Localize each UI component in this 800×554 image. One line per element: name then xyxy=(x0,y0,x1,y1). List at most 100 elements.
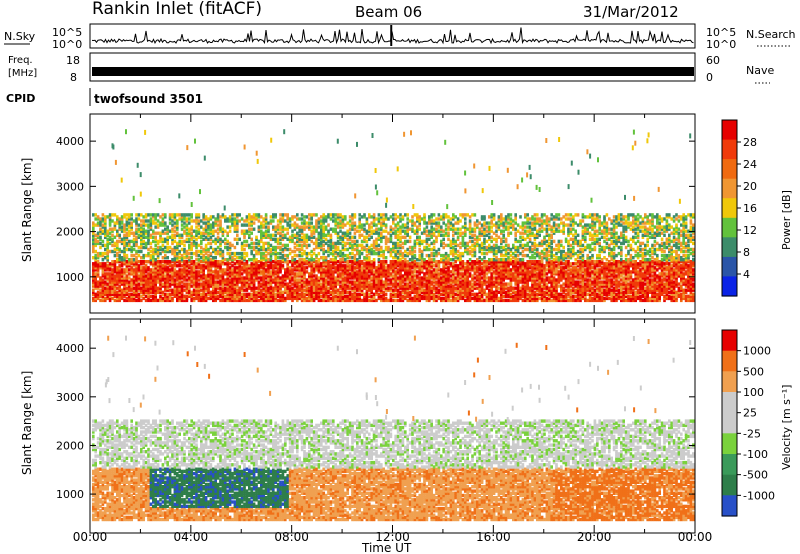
power-cell-3203 xyxy=(348,266,352,270)
power-cell-1278 xyxy=(192,260,196,264)
power-cell-2437 xyxy=(288,292,292,296)
power-cell-80 xyxy=(96,253,100,258)
power-cell-230 xyxy=(108,231,112,235)
power-cell-4328 xyxy=(442,292,445,296)
power-cell-4629 xyxy=(466,280,469,284)
power-cell-2322 xyxy=(279,292,282,296)
power-cell-1279 xyxy=(192,251,196,256)
power-cell-2469 xyxy=(291,276,294,280)
power-cell-3487 xyxy=(372,298,376,303)
power-cell-2295 xyxy=(276,284,280,288)
power-cell-560 xyxy=(135,249,138,254)
power-cell-1728 xyxy=(228,243,232,248)
power-cell-3263 xyxy=(353,268,357,272)
power-cell-4553 xyxy=(459,245,462,250)
power-cell-574 xyxy=(137,298,141,303)
power-cell-2258 xyxy=(274,296,277,301)
power-cell-818 xyxy=(156,298,160,303)
power-cell-4958 xyxy=(495,288,498,292)
power-cell-1476 xyxy=(209,290,213,294)
power-cell-89 xyxy=(96,217,100,221)
power-cell-1093 xyxy=(178,276,181,280)
power-cell-550 xyxy=(135,272,138,276)
power-cell-1667 xyxy=(224,258,227,262)
power-cell-1307 xyxy=(195,245,198,250)
noise-trace xyxy=(91,25,694,46)
power-cell-1719 xyxy=(228,268,232,272)
power-cell-4320 xyxy=(440,233,443,237)
power-cell-4042 xyxy=(418,292,421,296)
power-cell-2751 xyxy=(312,225,316,229)
power-cell-176 xyxy=(104,215,107,219)
power-cell-966 xyxy=(168,294,172,298)
power-cell-786 xyxy=(154,294,157,298)
power-cell-2962 xyxy=(329,251,333,256)
power-cell-1167 xyxy=(183,217,186,221)
power-cell-1230 xyxy=(190,298,193,303)
power-cell-4592 xyxy=(464,290,467,294)
power-cell-1285 xyxy=(192,219,196,223)
power-cell-41 xyxy=(94,280,97,284)
power-cell-1319 xyxy=(195,213,198,217)
power-cell-1983 xyxy=(250,221,253,225)
power-cell-4520 xyxy=(456,258,460,262)
power-cell-3642 xyxy=(384,296,388,301)
power-cell-2573 xyxy=(300,298,304,303)
power-cell-1741 xyxy=(231,286,234,290)
power-cell-3782 xyxy=(396,284,400,288)
power-cell-552 xyxy=(135,268,138,272)
power-cell-3401 xyxy=(365,290,369,294)
power-cell-3743 xyxy=(392,217,395,221)
power-cell-3451 xyxy=(368,245,371,250)
power-cell-4031 xyxy=(416,231,419,235)
power-cell-296 xyxy=(116,292,119,296)
power-cell-2251 xyxy=(272,233,275,237)
power-cell-3602 xyxy=(380,237,383,241)
power-cell-3433 xyxy=(368,288,371,292)
power-cell-1288 xyxy=(195,292,198,296)
power-cell-1843 xyxy=(238,251,241,256)
power-cell-4019 xyxy=(416,282,419,286)
power-cell-2982 xyxy=(332,282,335,286)
power-cell-99 xyxy=(99,278,102,282)
power-cell-1769 xyxy=(233,284,237,288)
power-cell-231 xyxy=(108,227,112,231)
power-cell-2125 xyxy=(262,247,265,252)
power-cell-1491 xyxy=(209,253,213,258)
power-cell-2155 xyxy=(264,253,268,258)
power-cell-4028 xyxy=(416,241,419,246)
power-cell-4681 xyxy=(471,284,474,288)
power-cell-2610 xyxy=(303,296,306,301)
power-cell-1065 xyxy=(176,260,179,264)
power-cell-440 xyxy=(125,243,129,248)
power-cell-3334 xyxy=(358,229,361,233)
power-cell-3824 xyxy=(399,262,402,266)
power-cell-876 xyxy=(161,298,165,303)
power-cell-1543 xyxy=(214,276,217,280)
power-cell-1836 xyxy=(238,270,241,274)
power-cell-624 xyxy=(140,233,143,237)
power-cell-2190 xyxy=(267,245,270,250)
power-cell-3398 xyxy=(365,296,369,301)
power-cell-1038 xyxy=(173,249,177,254)
power-cell-3268 xyxy=(353,256,357,260)
power-cell-2971 xyxy=(329,227,333,231)
power-cell-1143 xyxy=(183,294,186,298)
power-cell-1509 xyxy=(212,288,215,292)
power-cell-2066 xyxy=(257,227,261,231)
power-cell-4366 xyxy=(444,280,448,284)
power-cell-3168 xyxy=(346,286,349,290)
power-cell-2216 xyxy=(269,262,273,266)
power-cell-849 xyxy=(159,290,162,294)
power-cell-3527 xyxy=(375,278,378,282)
power-cell-1180 xyxy=(185,272,189,276)
power-cell-4455 xyxy=(452,270,455,274)
power-cell-4314 xyxy=(440,260,443,264)
power-cell-1063 xyxy=(176,270,179,274)
power-cell-2408 xyxy=(286,292,289,296)
power-cell-2698 xyxy=(310,286,313,290)
power-cell-3685 xyxy=(387,239,390,244)
power-cell-199 xyxy=(106,245,109,250)
power-cell-3928 xyxy=(408,298,412,303)
power-cell-658 xyxy=(142,227,145,231)
